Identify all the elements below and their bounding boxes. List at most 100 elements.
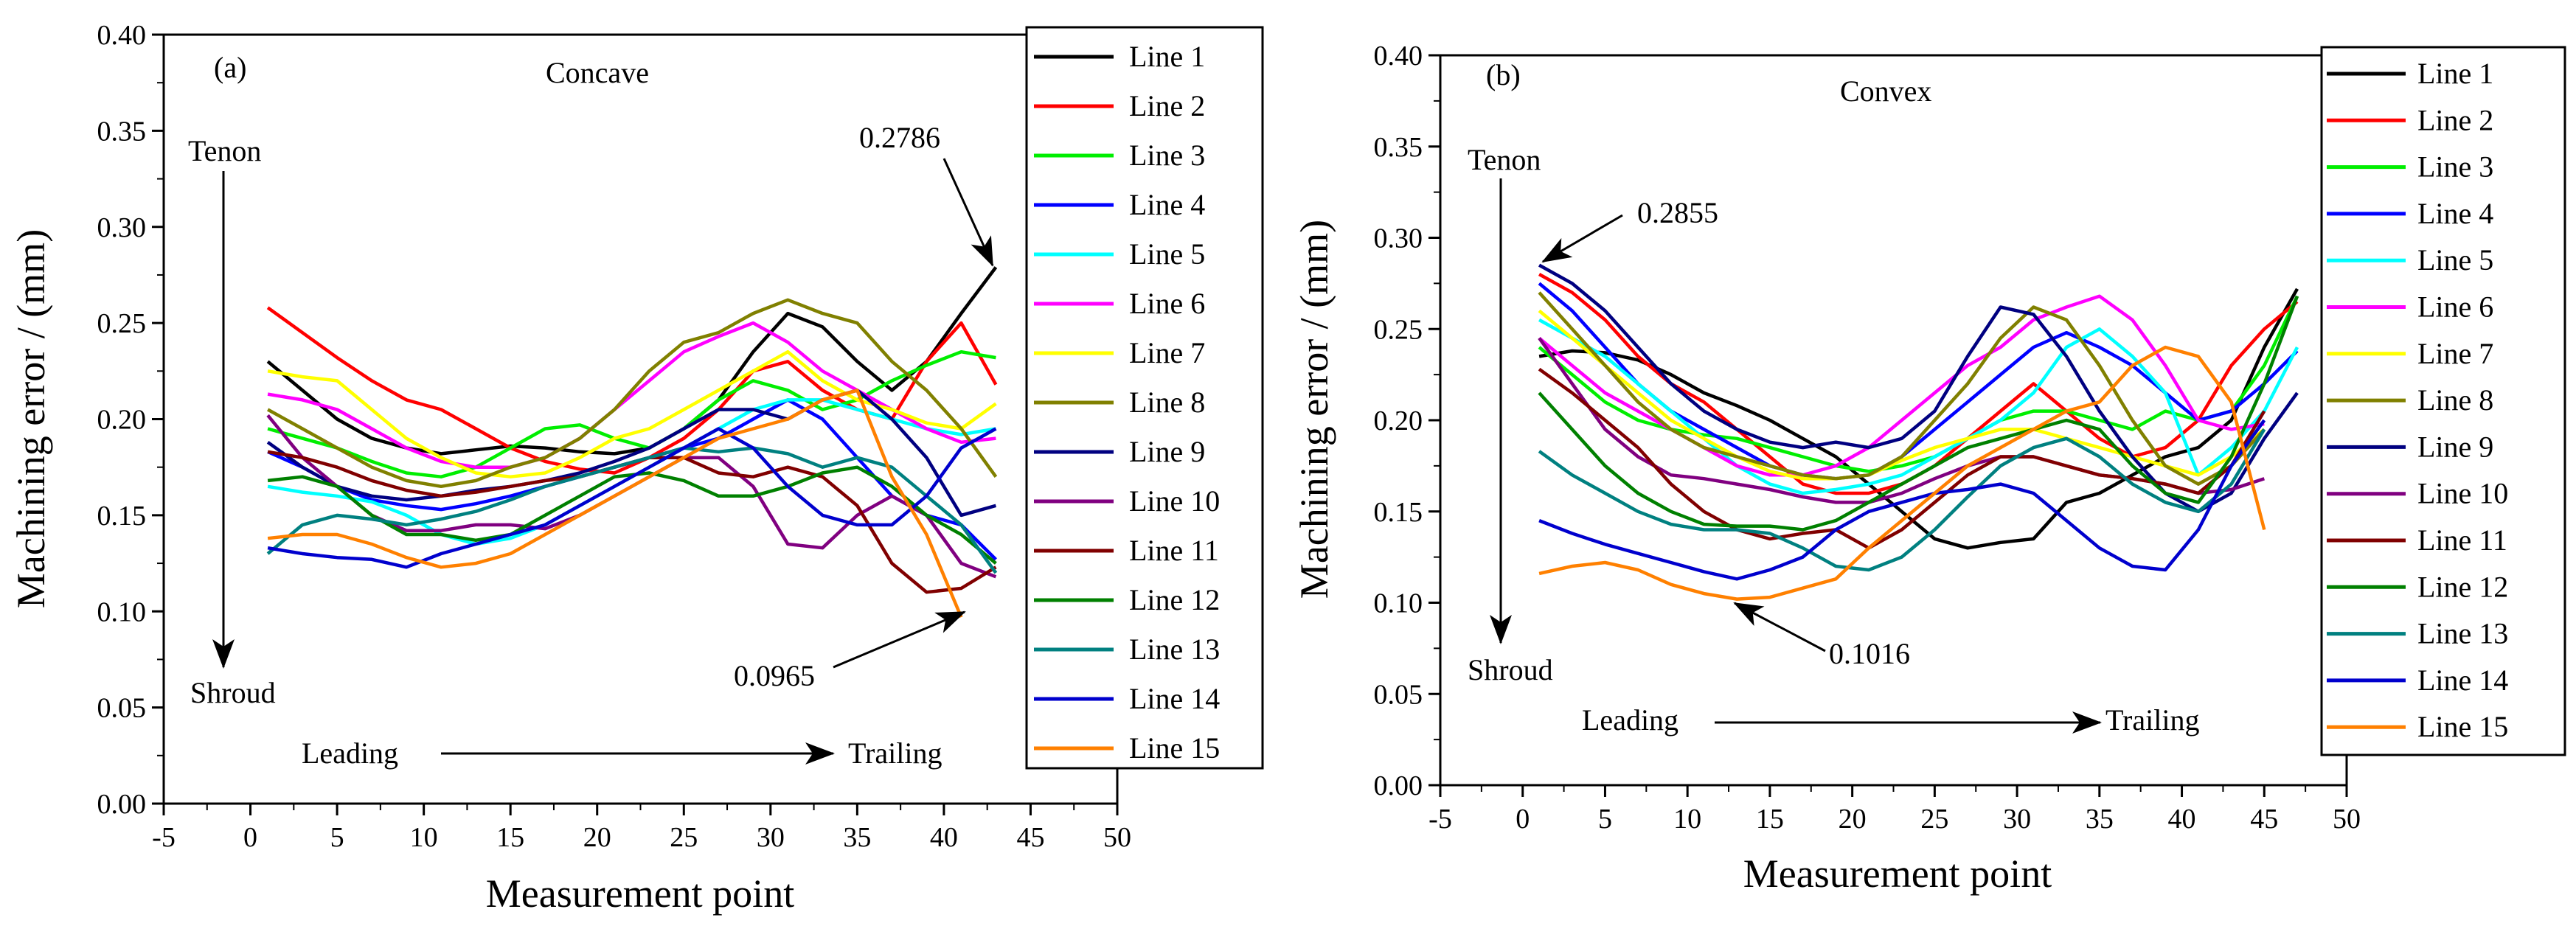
panel-title: Convex bbox=[1840, 74, 1931, 108]
series-line-line-9 bbox=[266, 389, 997, 518]
legend-label-line-6: Line 6 bbox=[1129, 287, 1205, 320]
y-tick-label: 0.30 bbox=[1374, 223, 1423, 254]
legend-label-line-2: Line 2 bbox=[2417, 103, 2493, 136]
annotation-shroud: Shroud bbox=[190, 676, 276, 709]
annotation-trailing: Trailing bbox=[2105, 703, 2199, 737]
legend-label-line-14: Line 14 bbox=[1129, 682, 1220, 715]
panel-title: Concave bbox=[546, 56, 649, 89]
annotation-leading: Leading bbox=[1582, 703, 1678, 737]
max-value-arrow bbox=[942, 158, 994, 267]
y-tick-label: 0.05 bbox=[1374, 679, 1423, 710]
series-line-line-1 bbox=[1538, 288, 2299, 550]
series-line-line-15 bbox=[267, 389, 963, 618]
x-tick-label: 45 bbox=[2250, 804, 2278, 835]
legend-label-line-11: Line 11 bbox=[1129, 534, 1219, 567]
legend-label-line-8: Line 8 bbox=[2417, 383, 2493, 417]
x-tick-label: 30 bbox=[757, 822, 785, 853]
y-tick-label: 0.40 bbox=[97, 20, 147, 51]
series-line-line-15 bbox=[1538, 345, 2266, 601]
legend-label-line-7: Line 7 bbox=[2417, 337, 2493, 370]
series-line-line-14 bbox=[267, 427, 997, 569]
y-tick-label: 0.10 bbox=[1374, 588, 1423, 619]
x-tick-label: 40 bbox=[2168, 804, 2196, 835]
legend-label-line-10: Line 10 bbox=[1129, 484, 1220, 518]
y-tick-label: 0.15 bbox=[1374, 497, 1423, 528]
legend-label-line-10: Line 10 bbox=[2417, 477, 2508, 510]
series-line-line-3 bbox=[267, 349, 996, 478]
x-axis-title: Measurement point bbox=[486, 871, 794, 916]
legend-label-line-6: Line 6 bbox=[2417, 290, 2493, 324]
series-line-line-5 bbox=[267, 398, 996, 546]
series-line-line-13 bbox=[1538, 428, 2266, 572]
series-line-line-4 bbox=[1538, 282, 2299, 481]
annotation-shroud: Shroud bbox=[1468, 653, 1553, 686]
y-tick-label: 0.10 bbox=[97, 596, 147, 627]
series-line-line-11 bbox=[1538, 367, 2266, 550]
legend-label-line-11: Line 11 bbox=[2417, 523, 2507, 557]
x-tick-label: 50 bbox=[2333, 804, 2361, 835]
x-tick-label: 45 bbox=[1016, 822, 1044, 853]
legend-label-line-4: Line 4 bbox=[1129, 188, 1205, 221]
panel-label: (b) bbox=[1486, 58, 1521, 91]
y-tick-label: 0.15 bbox=[97, 501, 147, 532]
legend-label-line-3: Line 3 bbox=[2417, 150, 2493, 184]
series-line-line-6 bbox=[267, 321, 996, 469]
x-tick-label: 35 bbox=[2086, 804, 2114, 835]
x-tick-label: 35 bbox=[843, 822, 871, 853]
x-tick-label: 25 bbox=[1920, 804, 1948, 835]
legend-label-line-12: Line 12 bbox=[1129, 583, 1220, 616]
series-line-line-7 bbox=[1538, 309, 2266, 481]
min-value-arrow bbox=[1733, 602, 1826, 652]
legend-label-line-14: Line 14 bbox=[2417, 664, 2508, 697]
panel-concave: -5 0 5 10 15 20 25 30 35 40 45 50 0.00 0.05 0.10 0.15 0.… bbox=[9, 20, 1264, 916]
annotation-max-value: 0.2855 bbox=[1637, 196, 1718, 229]
x-tick-label: 20 bbox=[583, 822, 611, 853]
annotation-max-value: 0.2786 bbox=[859, 121, 940, 154]
legend-label-line-2: Line 2 bbox=[1129, 89, 1205, 122]
annotation-trailing: Trailing bbox=[848, 737, 942, 770]
x-tick-label: 10 bbox=[410, 822, 438, 853]
legend-label-line-13: Line 13 bbox=[1129, 633, 1220, 666]
x-tick-label: 5 bbox=[330, 822, 344, 853]
panel-label: (a) bbox=[214, 51, 246, 84]
y-tick-label: 0.35 bbox=[1374, 132, 1423, 163]
y-axis-title: Machining error / (mm) bbox=[1292, 220, 1336, 599]
y-tick-label: 0.30 bbox=[97, 212, 147, 243]
annotation-tenon: Tenon bbox=[188, 134, 261, 167]
series-line-line-14 bbox=[1538, 419, 2266, 581]
series-line-line-1 bbox=[266, 266, 998, 456]
legend-label-line-15: Line 15 bbox=[1129, 731, 1220, 765]
x-axis-title: Measurement point bbox=[1743, 852, 2052, 896]
y-tick-label: 0.35 bbox=[97, 116, 147, 147]
panel-convex: -5 0 5 10 15 20 25 30 35 40 45 50 0.00 0.05 0.10 0.15 0.… bbox=[1292, 41, 2566, 896]
legend-label-line-4: Line 4 bbox=[2417, 197, 2493, 230]
x-tick-label: 30 bbox=[2003, 804, 2031, 835]
legend-label-line-7: Line 7 bbox=[1129, 336, 1205, 369]
x-tick-label: 10 bbox=[1673, 804, 1701, 835]
series-line-line-11 bbox=[267, 450, 997, 594]
y-tick-label: 0.20 bbox=[97, 405, 147, 436]
legend-label-line-3: Line 3 bbox=[1129, 139, 1205, 172]
y-tick-label: 0.05 bbox=[97, 693, 147, 724]
annotation-tenon: Tenon bbox=[1468, 143, 1541, 176]
series-line-line-5 bbox=[1538, 318, 2299, 495]
series-line-line-12 bbox=[1538, 295, 2299, 532]
x-tick-label: 40 bbox=[930, 822, 958, 853]
series-line-line-6 bbox=[1538, 294, 2265, 477]
annotation-leading: Leading bbox=[302, 737, 398, 770]
x-tick-label: 5 bbox=[1598, 804, 1612, 835]
x-tick-label: 0 bbox=[243, 822, 257, 853]
x-tick-label: 15 bbox=[496, 822, 524, 853]
legend-box bbox=[1025, 26, 1264, 770]
x-tick-label: 25 bbox=[670, 822, 698, 853]
legend-label-line-9: Line 9 bbox=[2417, 430, 2493, 463]
legend-label-line-1: Line 1 bbox=[2417, 57, 2493, 90]
max-value-arrow bbox=[1541, 214, 1623, 263]
legend-label-line-8: Line 8 bbox=[1129, 386, 1205, 419]
annotation-min-value: 0.0965 bbox=[734, 659, 815, 692]
y-tick-label: 0.40 bbox=[1374, 41, 1423, 72]
min-value-arrow bbox=[833, 610, 966, 669]
annotation-min-value: 0.1016 bbox=[1829, 637, 1910, 670]
y-tick-label: 0.25 bbox=[97, 308, 147, 339]
